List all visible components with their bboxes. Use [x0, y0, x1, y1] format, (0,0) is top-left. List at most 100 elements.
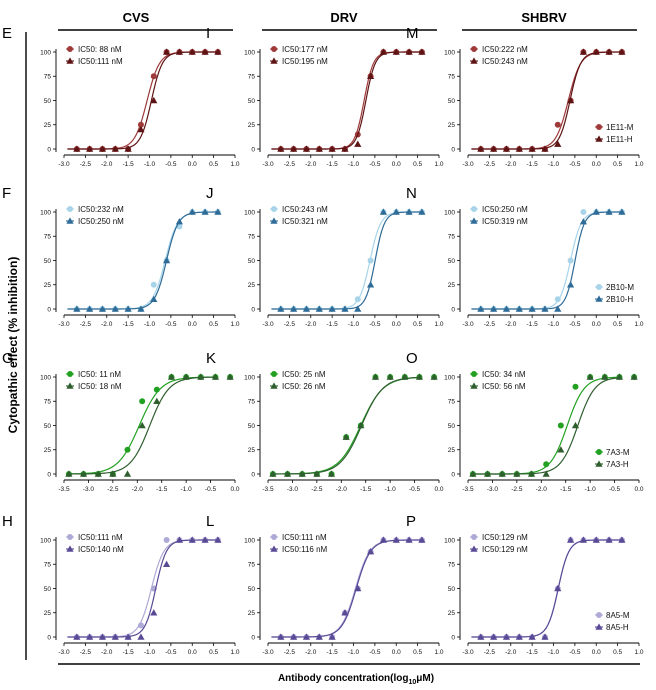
- x-tick-label: -0.5: [165, 649, 177, 656]
- x-tick-label: -1.5: [560, 486, 572, 493]
- panel-P: P 0 25 50 75 100 -3.0 -2.5 -2.0 -1.5 -1.0 -0.5 0.0 0.…: [406, 513, 644, 656]
- fit-curve-h: [471, 377, 619, 475]
- data-point-h: [315, 305, 323, 312]
- legend-marker: [471, 371, 477, 377]
- x-tick-label: 0.0: [188, 161, 197, 168]
- legend-marker: [271, 206, 277, 212]
- panel-E: E 0 25 50 75 100 -3.0 -2.5 -2.0 -1.5 -1.0 -0.5 0.0 0.…: [2, 25, 240, 168]
- data-point-h: [579, 536, 588, 543]
- x-axis-label: Antibody concentration(log10μM): [278, 673, 434, 686]
- x-tick-label: -1.0: [385, 486, 397, 493]
- panel-M: M 0 25 50 75 100 -3.0 -2.5 -2.0 -1.5 -1.0 -0.5 0.0 0.…: [406, 25, 644, 168]
- x-tick-label: 1.0: [634, 649, 643, 656]
- legend-antibody-label: 8A5-H: [606, 623, 629, 632]
- x-tick-label: 0.0: [188, 649, 197, 656]
- y-tick-label: 100: [444, 374, 455, 381]
- x-tick-label: -0.5: [165, 161, 177, 168]
- data-point-h: [302, 305, 311, 312]
- panel-F: F 0 25 50 75 100 -3.0 -2.5 -2.0 -1.5 -1.0 -0.5 0.0 0.…: [2, 185, 240, 328]
- x-tick-label: 0.0: [392, 321, 401, 328]
- y-tick-label: 50: [448, 98, 456, 105]
- x-tick-label: -1.0: [348, 649, 360, 656]
- legend-marker: [271, 534, 277, 540]
- x-tick-label: -1.5: [527, 649, 539, 656]
- data-point-h: [630, 373, 638, 380]
- data-point-m: [124, 446, 131, 453]
- y-tick-label: 50: [248, 98, 256, 105]
- x-tick-label: 0.5: [613, 321, 622, 328]
- y-tick-label: 75: [448, 562, 456, 569]
- x-tick-label: -1.5: [327, 321, 339, 328]
- x-tick-label: -0.5: [569, 161, 581, 168]
- x-tick-label: -2.5: [511, 486, 523, 493]
- data-point-h: [328, 145, 336, 152]
- data-point-h: [328, 633, 336, 640]
- y-tick-label: 25: [448, 122, 456, 129]
- data-point-m: [153, 386, 160, 393]
- data-point-h: [124, 633, 132, 640]
- data-point-h: [79, 470, 88, 477]
- data-point-m: [367, 257, 374, 264]
- data-point-m: [139, 398, 146, 405]
- x-tick-label: 0.5: [613, 161, 622, 168]
- y-tick-label: 50: [448, 258, 456, 265]
- data-point-h: [502, 633, 511, 640]
- x-tick-label: -2.5: [284, 161, 296, 168]
- data-point-h: [367, 548, 375, 555]
- legend-marker: [270, 217, 278, 224]
- x-tick-label: 0.5: [413, 161, 422, 168]
- data-point-h: [418, 536, 426, 543]
- y-tick-label: 50: [44, 586, 52, 593]
- panel-I: I 0 25 50 75 100 -3.0 -2.5 -2.0 -1.5 -1.0 -0.5 0.0 0.…: [206, 25, 444, 168]
- x-tick-label: -0.5: [569, 321, 581, 328]
- x-tick-label: 0.0: [592, 161, 601, 168]
- legend-ic50-label: IC50:195 nM: [282, 57, 328, 66]
- data-point-h: [201, 48, 209, 55]
- legend-marker: [471, 534, 477, 540]
- x-tick-label: -1.0: [144, 161, 156, 168]
- legend-ic50-label: IC50:243 nM: [482, 57, 528, 66]
- legend-ic50-label: IC50:116 nM: [282, 545, 328, 554]
- x-tick-label: 0.0: [634, 486, 643, 493]
- data-point-h: [98, 305, 107, 312]
- data-point-h: [418, 48, 426, 55]
- data-point-h: [401, 373, 409, 380]
- legend-marker: [67, 46, 73, 52]
- x-tick-label: 1.0: [230, 321, 239, 328]
- data-point-h: [615, 373, 624, 380]
- x-tick-label: 0.0: [392, 649, 401, 656]
- x-tick-label: -0.5: [369, 649, 381, 656]
- legend-marker: [270, 545, 278, 552]
- data-point-h: [175, 48, 184, 55]
- data-point-h: [163, 560, 171, 567]
- data-point-h: [605, 208, 613, 215]
- data-point-h: [111, 145, 119, 152]
- data-point-h: [490, 305, 498, 312]
- legend-ic50-label: IC50:140 nM: [78, 545, 124, 554]
- fit-curve-h: [67, 539, 218, 638]
- panel-G: G 0 25 50 75 100 -3.5 -3.0 -2.5 -2.0 -1.5 -1.0 -0.5 0…: [2, 350, 240, 493]
- legend-ic50-label: IC50:177 nM: [282, 45, 328, 54]
- legend-ic50-label: IC50: 11 nM: [78, 370, 121, 379]
- data-point-h: [469, 470, 477, 477]
- x-tick-label: 0.5: [209, 649, 218, 656]
- data-point-h: [483, 470, 492, 477]
- data-point-m: [150, 281, 157, 288]
- x-tick-label: -2.0: [505, 649, 517, 656]
- data-point-h: [201, 208, 209, 215]
- data-point-m: [567, 257, 574, 264]
- x-tick-label: -3.0: [462, 321, 474, 328]
- x-tick-label: 0.0: [592, 321, 601, 328]
- y-tick-label: 50: [44, 423, 52, 430]
- x-tick-label: -0.5: [369, 321, 381, 328]
- data-point-h: [315, 633, 323, 640]
- panel-letter-L: L: [206, 513, 214, 530]
- panel-N: N 0 25 50 75 100 -3.0 -2.5 -2.0 -1.5 -1.0 -0.5 0.0 0.…: [406, 185, 644, 328]
- y-tick-label: 75: [448, 234, 456, 241]
- data-point-h: [111, 305, 119, 312]
- data-point-h: [175, 218, 184, 225]
- data-point-h: [269, 470, 277, 477]
- x-tick-label: 0.0: [188, 321, 197, 328]
- legend-antibody-label: 8A5-M: [606, 611, 630, 620]
- data-point-h: [415, 373, 424, 380]
